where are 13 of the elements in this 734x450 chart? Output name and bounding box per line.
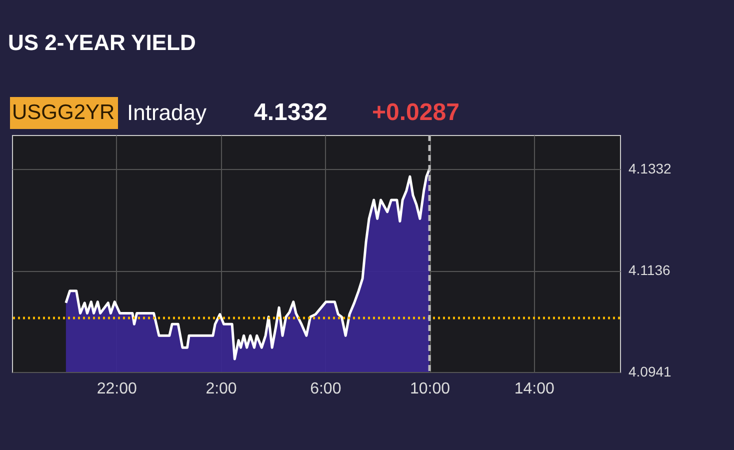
text: Intraday xyxy=(127,100,206,125)
x-tick-label: 2:00 xyxy=(206,380,237,398)
x-tick-label: 6:00 xyxy=(310,380,342,398)
x-tick-label: 22:00 xyxy=(96,380,137,398)
chart-title: US 2-YEAR YIELD xyxy=(8,30,196,55)
x-tick-label: 10:00 xyxy=(410,380,450,398)
text: USGG2YR xyxy=(12,101,115,124)
y-tick-label: 4.0941 xyxy=(628,364,672,380)
y-tick-label: 4.1136 xyxy=(628,262,670,278)
x-tick-label: 14:00 xyxy=(514,380,555,398)
text: +0.0287 xyxy=(372,99,460,126)
y-tick-label: 4.1332 xyxy=(628,160,672,176)
text: 4.1332 xyxy=(254,99,328,126)
